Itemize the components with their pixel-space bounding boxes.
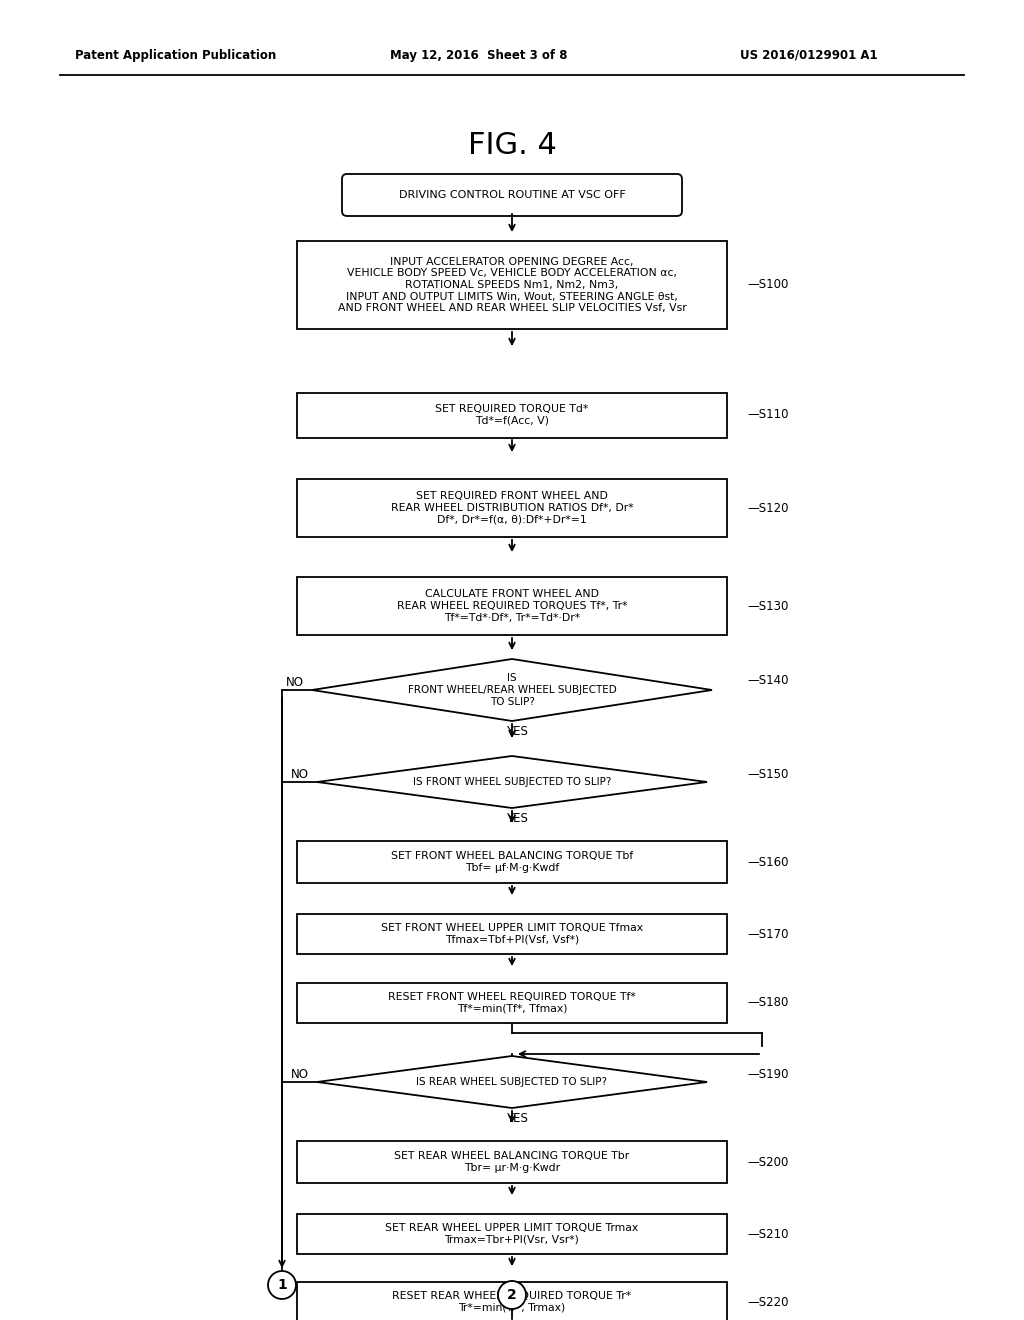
- Bar: [297, 1214, 727, 1254]
- Circle shape: [498, 1280, 526, 1309]
- Text: SET REQUIRED TORQUE Td*
Td*=f(Acc, V): SET REQUIRED TORQUE Td* Td*=f(Acc, V): [435, 404, 589, 426]
- Text: —S140: —S140: [746, 673, 788, 686]
- FancyBboxPatch shape: [342, 174, 682, 216]
- Text: NO: NO: [291, 767, 309, 780]
- Text: —S150: —S150: [746, 767, 788, 780]
- Bar: [297, 577, 727, 635]
- Text: Patent Application Publication: Patent Application Publication: [75, 49, 276, 62]
- Text: RESET FRONT WHEEL REQUIRED TORQUE Tf*
Tf*=min(Tf*, Tfmax): RESET FRONT WHEEL REQUIRED TORQUE Tf* Tf…: [388, 993, 636, 1014]
- Text: YES: YES: [506, 1111, 528, 1125]
- Text: —S190: —S190: [746, 1068, 788, 1081]
- Text: YES: YES: [506, 725, 528, 738]
- Text: SET REAR WHEEL BALANCING TORQUE Tbr
Tbr= μr·M·g·Kwdr: SET REAR WHEEL BALANCING TORQUE Tbr Tbr=…: [394, 1151, 630, 1172]
- Bar: [297, 841, 727, 883]
- Text: 1: 1: [278, 1278, 287, 1292]
- Text: CALCULATE FRONT WHEEL AND
REAR WHEEL REQUIRED TORQUES Tf*, Tr*
Tf*=Td*·Df*, Tr*=: CALCULATE FRONT WHEEL AND REAR WHEEL REQ…: [396, 590, 628, 623]
- Text: SET REAR WHEEL UPPER LIMIT TORQUE Trmax
Trmax=Tbr+PI(Vsr, Vsr*): SET REAR WHEEL UPPER LIMIT TORQUE Trmax …: [385, 1224, 639, 1245]
- Text: INPUT ACCELERATOR OPENING DEGREE Acc,
VEHICLE BODY SPEED Vc, VEHICLE BODY ACCELE: INPUT ACCELERATOR OPENING DEGREE Acc, VE…: [338, 257, 686, 313]
- Text: —S220: —S220: [746, 1295, 788, 1308]
- Text: RESET REAR WHEEL REQUIRED TORQUE Tr*
Tr*=min(Tr*, Trmax): RESET REAR WHEEL REQUIRED TORQUE Tr* Tr*…: [392, 1291, 632, 1313]
- Text: —S120: —S120: [746, 502, 788, 515]
- Text: SET FRONT WHEEL UPPER LIMIT TORQUE Tfmax
Tfmax=Tbf+PI(Vsf, Vsf*): SET FRONT WHEEL UPPER LIMIT TORQUE Tfmax…: [381, 923, 643, 945]
- Text: IS
FRONT WHEEL/REAR WHEEL SUBJECTED
TO SLIP?: IS FRONT WHEEL/REAR WHEEL SUBJECTED TO S…: [408, 673, 616, 706]
- Text: —S180: —S180: [746, 997, 788, 1010]
- Polygon shape: [317, 756, 707, 808]
- Bar: [297, 983, 727, 1023]
- Text: NO: NO: [286, 676, 304, 689]
- Text: SET REQUIRED FRONT WHEEL AND
REAR WHEEL DISTRIBUTION RATIOS Df*, Dr*
Df*, Dr*=f(: SET REQUIRED FRONT WHEEL AND REAR WHEEL …: [391, 491, 633, 524]
- Text: IS FRONT WHEEL SUBJECTED TO SLIP?: IS FRONT WHEEL SUBJECTED TO SLIP?: [413, 777, 611, 787]
- Polygon shape: [312, 659, 712, 721]
- Text: DRIVING CONTROL ROUTINE AT VSC OFF: DRIVING CONTROL ROUTINE AT VSC OFF: [398, 190, 626, 201]
- Bar: [297, 479, 727, 537]
- Text: —S110: —S110: [746, 408, 788, 421]
- Text: —S210: —S210: [746, 1228, 788, 1241]
- Text: 2: 2: [507, 1288, 517, 1302]
- Text: US 2016/0129901 A1: US 2016/0129901 A1: [740, 49, 878, 62]
- Text: —S170: —S170: [746, 928, 788, 940]
- Text: YES: YES: [506, 812, 528, 825]
- Text: —S160: —S160: [746, 855, 788, 869]
- Polygon shape: [317, 1056, 707, 1107]
- Bar: [297, 242, 727, 329]
- Text: —S130: —S130: [746, 599, 788, 612]
- Text: IS REAR WHEEL SUBJECTED TO SLIP?: IS REAR WHEEL SUBJECTED TO SLIP?: [417, 1077, 607, 1086]
- Bar: [297, 1282, 727, 1320]
- Bar: [297, 1140, 727, 1183]
- Text: SET FRONT WHEEL BALANCING TORQUE Tbf
Tbf= μf·M·g·Kwdf: SET FRONT WHEEL BALANCING TORQUE Tbf Tbf…: [391, 851, 633, 873]
- Text: —S100: —S100: [746, 279, 788, 292]
- Circle shape: [268, 1271, 296, 1299]
- Bar: [297, 913, 727, 954]
- Bar: [297, 392, 727, 437]
- Text: May 12, 2016  Sheet 3 of 8: May 12, 2016 Sheet 3 of 8: [390, 49, 567, 62]
- Text: NO: NO: [291, 1068, 309, 1081]
- Text: —S200: —S200: [746, 1155, 788, 1168]
- Text: FIG. 4: FIG. 4: [468, 131, 556, 160]
